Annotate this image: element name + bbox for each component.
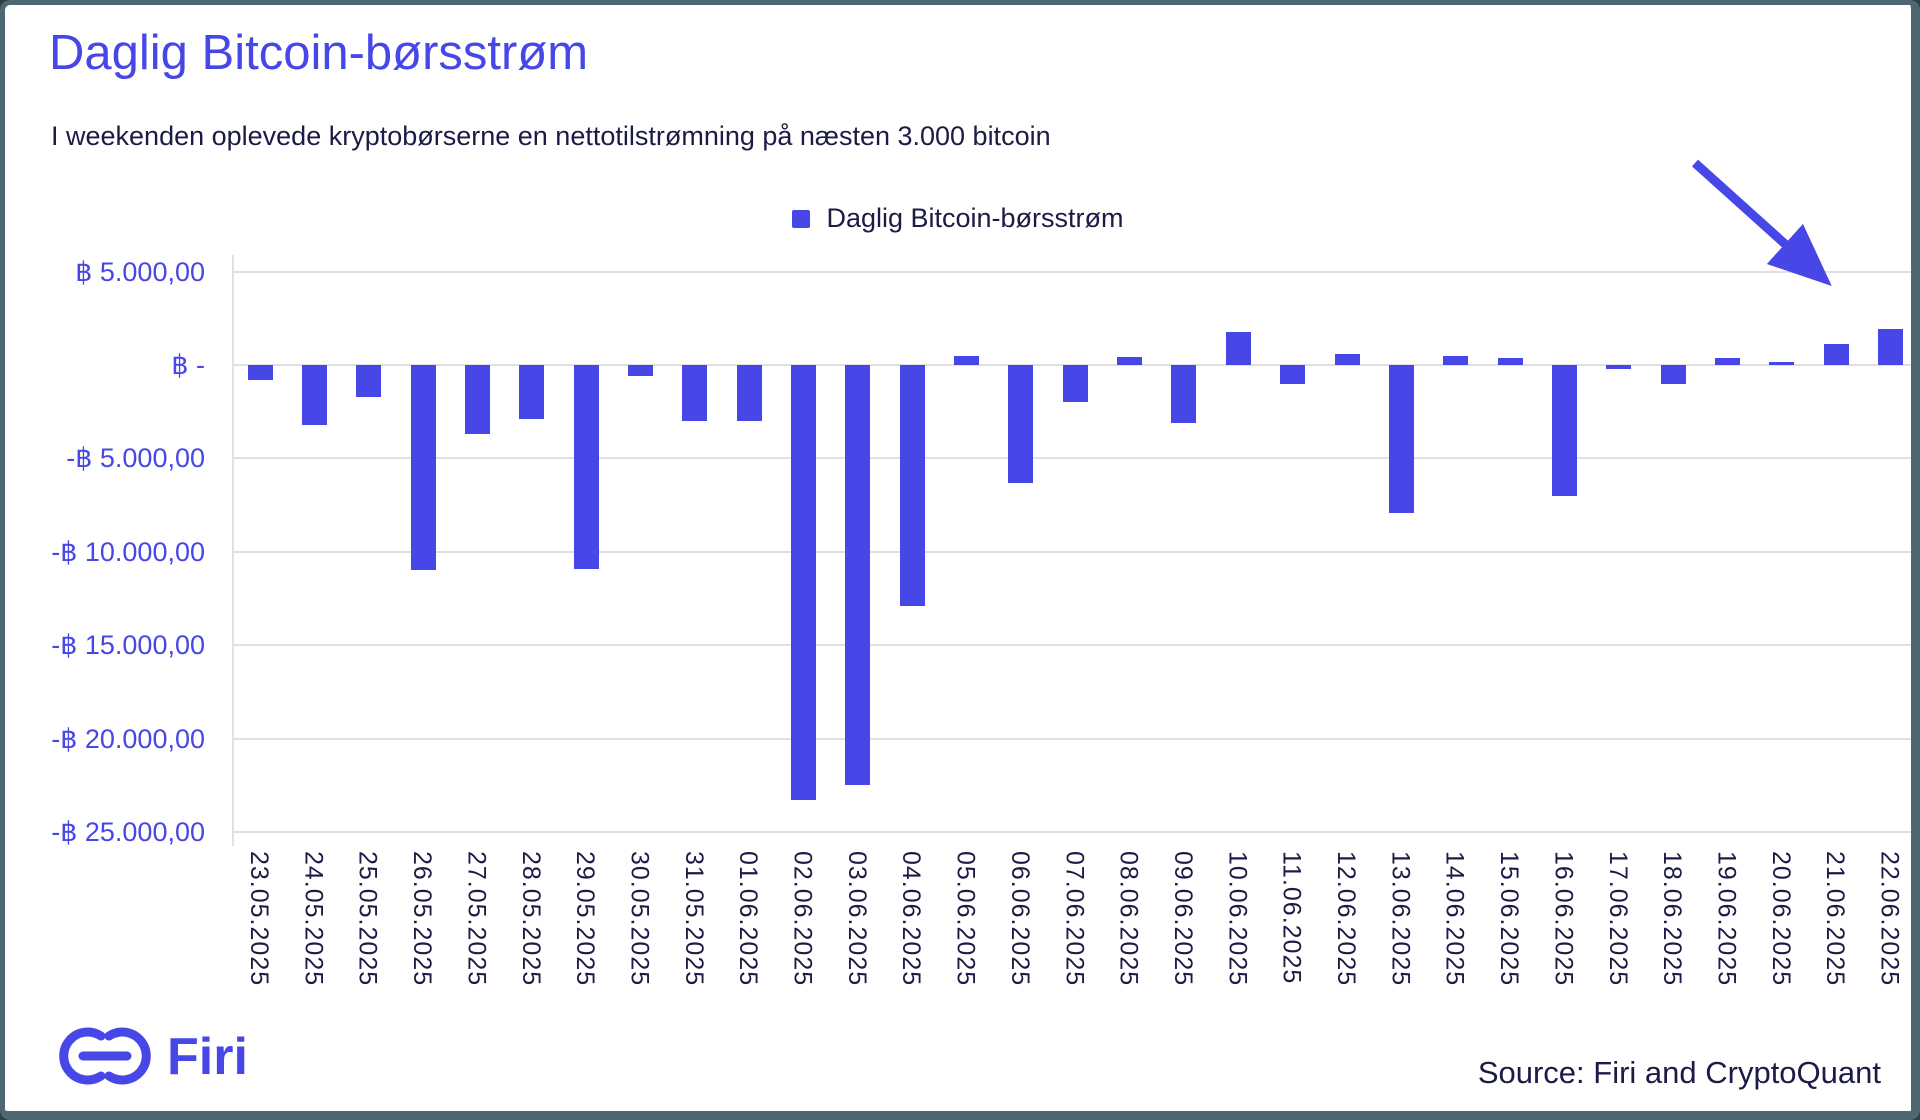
gridline xyxy=(232,270,1911,273)
x-tick-label: 09.06.2025 xyxy=(1168,851,1197,987)
page-title: Daglig Bitcoin-børsstrøm xyxy=(49,26,589,80)
x-tick-label: 08.06.2025 xyxy=(1114,851,1143,987)
bar-23.05.2025 xyxy=(247,365,273,380)
y-tick-label: -฿ 15.000,00 xyxy=(51,630,205,661)
y-axis-line xyxy=(232,255,234,846)
bar-24.05.2025 xyxy=(301,365,327,425)
bar-15.06.2025 xyxy=(1497,357,1523,365)
x-tick-label: 31.05.2025 xyxy=(679,851,708,987)
gridline xyxy=(232,831,1911,833)
bar-18.06.2025 xyxy=(1660,365,1686,384)
x-tick-label: 12.06.2025 xyxy=(1332,851,1360,987)
x-tick-label: 20.06.2025 xyxy=(1766,851,1795,987)
x-tick-label: 24.05.2025 xyxy=(299,851,328,987)
bar-14.06.2025 xyxy=(1443,355,1469,365)
x-tick-label: 13.06.2025 xyxy=(1386,851,1415,987)
bar-19.06.2025 xyxy=(1714,357,1740,365)
bar-21.06.2025 xyxy=(1823,344,1849,365)
x-tick-label: 02.06.2025 xyxy=(788,851,817,987)
gridline xyxy=(232,457,1911,460)
bar-16.06.2025 xyxy=(1551,365,1577,496)
x-tick-label: 05.06.2025 xyxy=(951,851,980,987)
y-tick-label: -฿ 10.000,00 xyxy=(51,536,205,567)
x-tick-label: 03.06.2025 xyxy=(842,851,871,987)
x-tick-label: 06.06.2025 xyxy=(1005,851,1034,987)
gridline xyxy=(232,550,1911,553)
x-tick-label: 11.06.2025 xyxy=(1277,851,1306,985)
gridline xyxy=(232,737,1911,740)
x-tick-label: 28.05.2025 xyxy=(516,851,545,987)
x-tick-label: 01.06.2025 xyxy=(734,851,763,987)
bar-01.06.2025 xyxy=(736,365,762,422)
bar-09.06.2025 xyxy=(1171,365,1197,423)
bar-06.06.2025 xyxy=(1008,365,1034,483)
bar-29.05.2025 xyxy=(573,365,599,569)
x-tick-label: 25.05.2025 xyxy=(353,851,382,987)
bar-07.06.2025 xyxy=(1062,365,1088,403)
bar-10.06.2025 xyxy=(1225,332,1251,365)
legend-swatch-icon xyxy=(792,209,811,228)
x-tick-label: 21.06.2025 xyxy=(1821,851,1850,987)
x-tick-label: 26.05.2025 xyxy=(408,851,437,987)
bar-26.05.2025 xyxy=(410,365,436,571)
x-tick-label: 07.06.2025 xyxy=(1060,851,1089,987)
x-tick-label: 23.05.2025 xyxy=(245,851,273,987)
x-tick-label: 22.06.2025 xyxy=(1875,851,1904,987)
bar-chart-plot-area: ฿ 5.000,00 ฿ - -฿ 5.000,00 -฿ 10.000,00 -฿ 1… xyxy=(5,5,1911,1111)
legend-label: Daglig Bitcoin-børsstrøm xyxy=(826,203,1124,233)
bar-31.05.2025 xyxy=(682,365,708,422)
bar-27.05.2025 xyxy=(464,365,490,435)
bar-17.06.2025 xyxy=(1606,365,1632,369)
x-tick-label: 17.06.2025 xyxy=(1603,851,1632,987)
bar-04.06.2025 xyxy=(899,365,925,606)
trend-arrow-icon xyxy=(1691,159,1832,287)
bar-11.06.2025 xyxy=(1280,365,1306,384)
x-tick-label: 19.06.2025 xyxy=(1712,851,1741,987)
source-text: Source: Firi and CryptoQuant xyxy=(1477,1055,1881,1090)
brand-wordmark: Firi xyxy=(167,1028,248,1086)
chart-legend: Daglig Bitcoin-børsstrøm xyxy=(5,203,1911,234)
bar-30.05.2025 xyxy=(627,365,653,377)
bar-28.05.2025 xyxy=(519,365,545,420)
bar-13.06.2025 xyxy=(1388,365,1414,513)
x-tick-label: 18.06.2025 xyxy=(1658,851,1687,987)
x-tick-label: 30.05.2025 xyxy=(625,851,654,987)
y-tick-label: ฿ 5.000,00 xyxy=(75,256,205,287)
x-tick-label: 15.06.2025 xyxy=(1495,851,1524,987)
gridline xyxy=(232,644,1911,647)
y-tick-label: -฿ 25.000,00 xyxy=(51,817,205,847)
x-tick-label: 04.06.2025 xyxy=(897,851,926,987)
x-tick-label: 29.05.2025 xyxy=(571,851,600,987)
bar-02.06.2025 xyxy=(791,365,816,801)
y-tick-label: ฿ - xyxy=(171,350,205,380)
x-tick-label: 16.06.2025 xyxy=(1549,851,1578,987)
x-tick-label: 14.06.2025 xyxy=(1440,851,1469,987)
bar-20.06.2025 xyxy=(1769,362,1795,365)
y-tick-label: -฿ 5.000,00 xyxy=(66,443,205,474)
x-tick-label: 27.05.2025 xyxy=(462,851,491,987)
bar-22.06.2025 xyxy=(1878,328,1903,365)
bar-25.05.2025 xyxy=(356,365,382,397)
x-tick-label: 10.06.2025 xyxy=(1223,851,1252,987)
bar-12.06.2025 xyxy=(1334,353,1360,365)
firi-logo: Firi xyxy=(59,1027,248,1086)
bar-08.06.2025 xyxy=(1117,356,1143,365)
bar-03.06.2025 xyxy=(845,365,871,786)
chart-subtitle: I weekenden oplevede kryptobørserne en n… xyxy=(51,121,1051,151)
y-tick-label: -฿ 20.000,00 xyxy=(51,723,205,754)
bar-05.06.2025 xyxy=(954,355,980,365)
